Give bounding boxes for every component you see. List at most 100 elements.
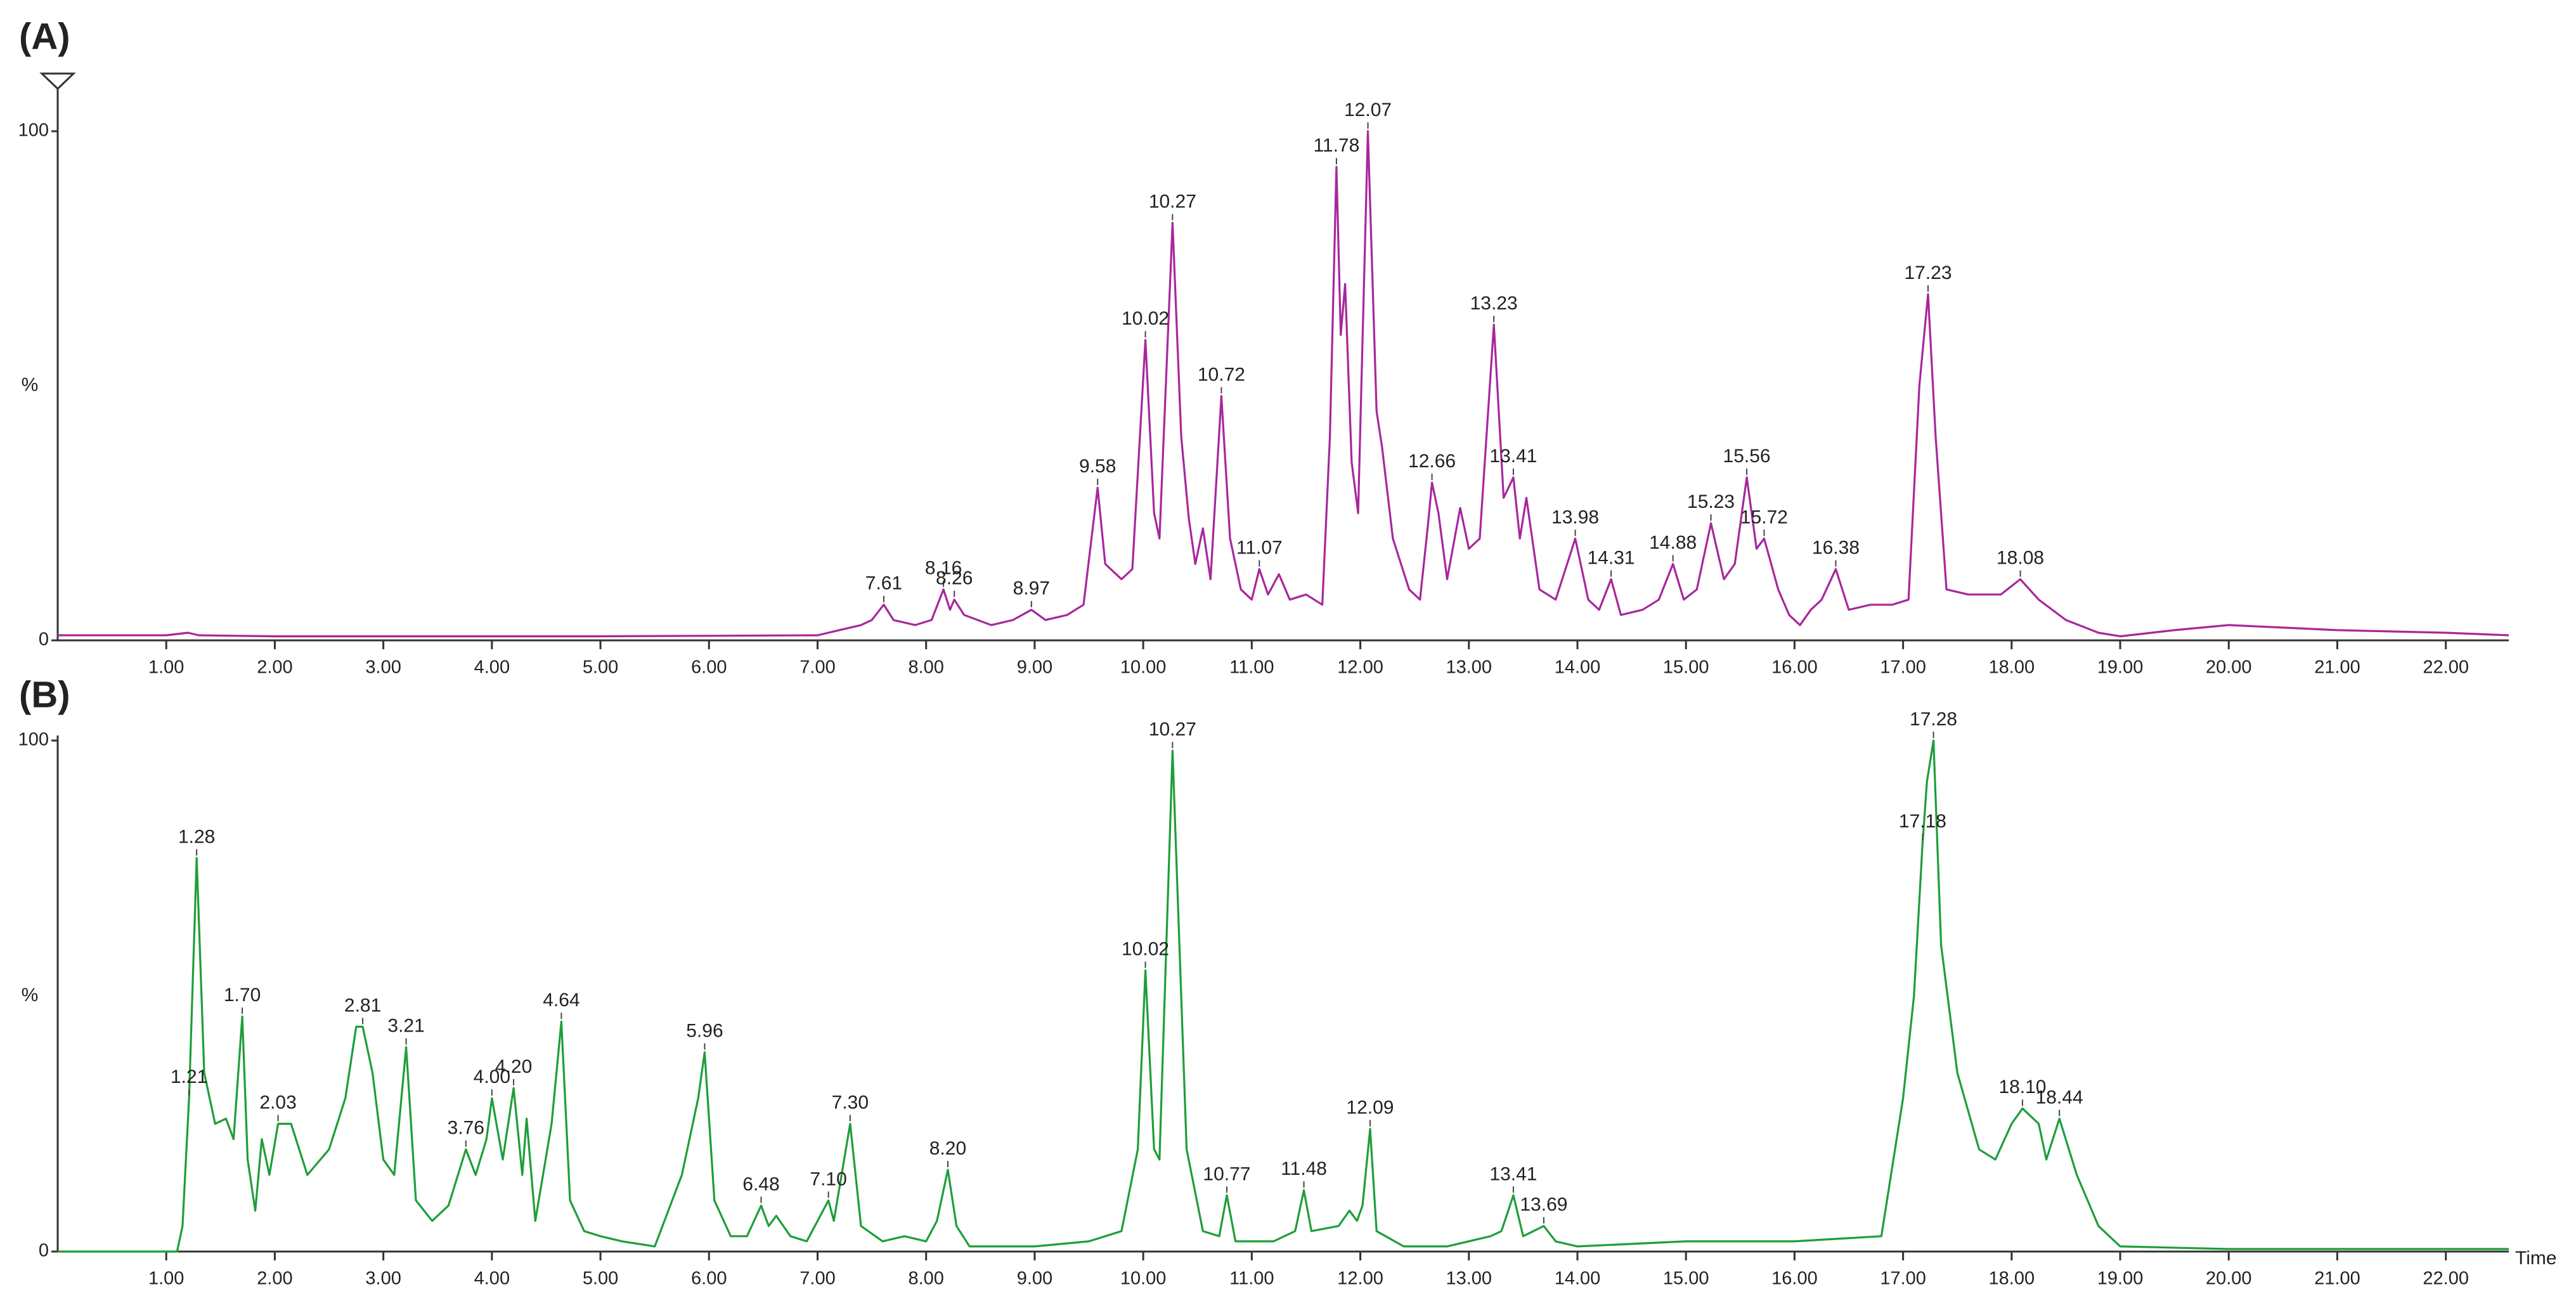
peak-label: 8.97 [1013, 578, 1050, 599]
x-tick-label: 22.00 [2423, 657, 2469, 678]
x-tick-label: 1.00 [148, 1269, 184, 1289]
peak-label: 17.28 [1910, 709, 1957, 730]
x-tick-label: 18.00 [1989, 657, 2035, 678]
x-tick-label: 9.00 [1017, 657, 1052, 678]
x-tick-label: 20.00 [2206, 1269, 2252, 1289]
x-tick-label: 12.00 [1337, 657, 1383, 678]
peak-label: 13.41 [1489, 446, 1537, 467]
y-tick-label: 100 [18, 120, 49, 141]
trace-line [58, 739, 2509, 1253]
x-tick-label: 1.00 [148, 657, 184, 678]
peak-label: 1.21 [171, 1066, 207, 1087]
peak-label: 7.61 [865, 573, 902, 594]
x-tick-label: 2.00 [257, 657, 292, 678]
x-tick-label: 4.00 [474, 1269, 510, 1289]
panel-title: (A) [19, 16, 70, 57]
peak-label: 14.88 [1649, 532, 1697, 553]
peak-label: 15.23 [1687, 491, 1735, 512]
peak-label: 16.38 [1812, 538, 1860, 559]
x-tick-label: 13.00 [1446, 657, 1492, 678]
peak-label: 2.03 [259, 1092, 296, 1113]
x-tick-label: 15.00 [1663, 1269, 1709, 1289]
x-tick-label: 3.00 [365, 1269, 401, 1289]
x-tick-label: 22.00 [2423, 1269, 2469, 1289]
panel-title: (B) [19, 674, 70, 715]
x-tick-label: 10.00 [1120, 657, 1167, 678]
x-tick-label: 6.00 [691, 1269, 727, 1289]
peak-label: 13.98 [1551, 507, 1599, 528]
x-tick-label: 21.00 [2314, 1269, 2360, 1289]
peak-label: 13.41 [1489, 1163, 1537, 1184]
peak-label: 8.26 [936, 568, 973, 589]
peak-label: 11.78 [1313, 135, 1359, 156]
peak-label: 4.20 [495, 1056, 532, 1077]
x-tick-label: 7.00 [799, 1269, 835, 1289]
x-tick-label: 14.00 [1555, 657, 1601, 678]
x-tick-label: 2.00 [257, 1269, 292, 1289]
y-tick-label: 0 [39, 630, 49, 650]
x-tick-label: 17.00 [1880, 1269, 1926, 1289]
peak-label: 13.69 [1520, 1194, 1567, 1215]
peak-label: 3.76 [448, 1118, 484, 1139]
x-tick-label: 15.00 [1663, 657, 1709, 678]
peak-label: 7.10 [810, 1168, 846, 1189]
peak-label: 12.66 [1408, 451, 1456, 472]
x-tick-label: 8.00 [908, 1269, 943, 1289]
peak-label: 6.48 [742, 1174, 779, 1194]
x-tick-label: 20.00 [2206, 657, 2252, 678]
peak-label: 18.44 [2036, 1087, 2083, 1108]
peak-label: 10.27 [1149, 191, 1196, 212]
x-tick-label: 5.00 [583, 1269, 618, 1289]
peak-label: 10.72 [1198, 364, 1245, 385]
x-tick-label: 10.00 [1120, 1269, 1167, 1289]
x-tick-label: 7.00 [799, 657, 835, 678]
peak-label: 15.72 [1740, 507, 1788, 528]
y-axis-label: % [22, 374, 39, 395]
peak-label: 4.64 [543, 990, 579, 1011]
peak-label: 1.70 [224, 985, 261, 1006]
x-tick-label: 16.00 [1771, 657, 1818, 678]
x-tick-label: 16.00 [1771, 1269, 1818, 1289]
x-tick-label: 12.00 [1337, 1269, 1383, 1289]
peak-label: 13.23 [1470, 293, 1518, 314]
peak-label: 18.08 [1997, 548, 2044, 569]
peak-label: 17.23 [1904, 262, 1951, 283]
peak-label: 8.16 [925, 558, 962, 579]
peak-label: 17.18 [1899, 811, 1946, 832]
x-tick-label: 21.00 [2314, 657, 2360, 678]
marker-triangle [39, 72, 76, 91]
peak-label: 2.81 [344, 995, 381, 1016]
peak-label: 10.02 [1122, 308, 1169, 329]
x-tick-label: 14.00 [1555, 1269, 1601, 1289]
peak-label: 9.58 [1079, 456, 1116, 477]
peak-label: 18.10 [1998, 1077, 2046, 1097]
x-tick-label: 19.00 [2097, 657, 2144, 678]
trace-line [58, 130, 2509, 638]
peak-label: 15.56 [1723, 446, 1771, 467]
peak-label: 12.09 [1346, 1097, 1394, 1118]
x-tick-label: 4.00 [474, 657, 510, 678]
y-axis-label: % [22, 985, 39, 1006]
x-tick-label: 18.00 [1989, 1269, 2035, 1289]
peak-label: 3.21 [387, 1016, 424, 1037]
x-tick-label: 5.00 [583, 657, 618, 678]
x-tick-label: 11.00 [1229, 1269, 1274, 1289]
peak-label: 1.28 [178, 826, 215, 847]
y-tick-label: 0 [39, 1241, 49, 1261]
peak-label: 11.48 [1281, 1158, 1327, 1179]
x-tick-label: 11.00 [1229, 657, 1274, 678]
peak-label: 5.96 [686, 1021, 723, 1042]
x-tick-label: 8.00 [908, 657, 943, 678]
peak-label: 12.07 [1344, 100, 1392, 120]
x-tick-label: 3.00 [365, 657, 401, 678]
peak-label: 7.30 [832, 1092, 869, 1113]
peak-label: 8.20 [929, 1138, 966, 1159]
x-tick-label: 17.00 [1880, 657, 1926, 678]
peak-label: 10.27 [1149, 719, 1196, 740]
x-axis-label: Time [2515, 1248, 2557, 1269]
x-tick-label: 13.00 [1446, 1269, 1492, 1289]
x-tick-label: 9.00 [1017, 1269, 1052, 1289]
peak-label: 10.77 [1203, 1163, 1250, 1184]
